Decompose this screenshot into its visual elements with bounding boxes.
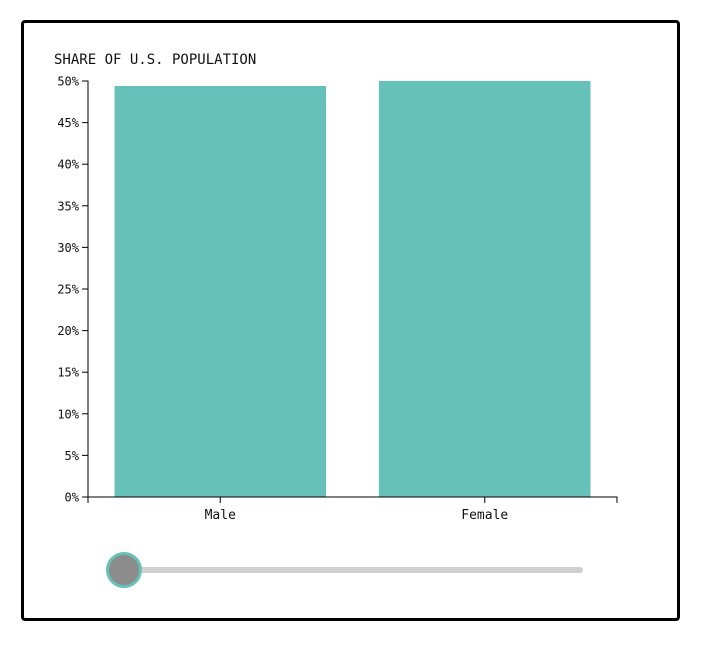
x-tick-label-female: Female [461, 508, 508, 523]
y-tick-label: 5% [65, 449, 80, 463]
y-tick-label: 10% [57, 407, 79, 421]
y-axis: 0% 5% 10% 15% 20% 25% 30% 35% 40% 45% 50% [57, 75, 89, 505]
y-tick-label: 0% [65, 491, 80, 505]
bars-group [114, 81, 591, 497]
x-axis-line [87, 496, 618, 503]
y-tick-label: 15% [57, 366, 79, 380]
bar-male [114, 86, 327, 497]
y-tick-label: 25% [57, 283, 79, 297]
y-tick-label: 35% [57, 199, 79, 213]
x-axis: Male Female [87, 496, 618, 523]
bar-female [378, 81, 591, 497]
y-tick-label: 40% [57, 158, 79, 172]
x-tick-label-male: Male [205, 508, 236, 523]
y-tick-label: 45% [57, 116, 79, 130]
slider-track[interactable] [124, 567, 583, 573]
y-tick-label: 50% [57, 75, 79, 89]
y-tick-label: 30% [57, 241, 79, 255]
y-tick-label: 20% [57, 324, 79, 338]
slider-thumb[interactable] [106, 552, 142, 588]
chart-title: SHARE OF U.S. POPULATION [54, 52, 256, 68]
